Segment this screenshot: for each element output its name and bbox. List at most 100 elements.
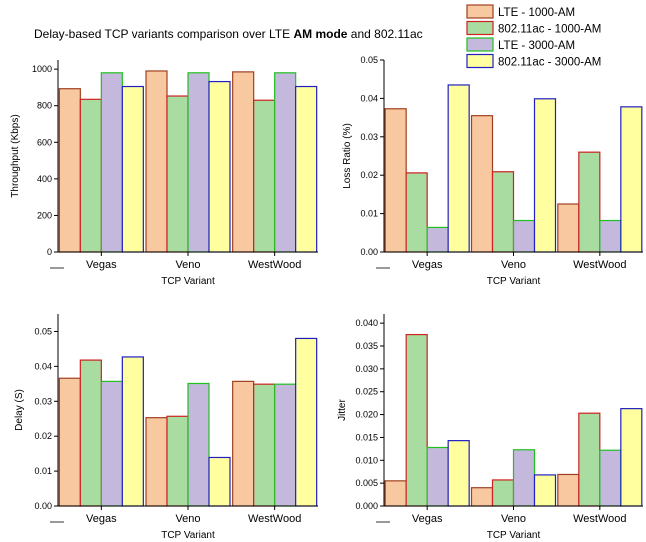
legend-label: LTE - 1000-AM	[498, 7, 575, 19]
bar	[253, 383, 276, 507]
y-tick-label: 600	[37, 137, 52, 147]
bar	[166, 415, 189, 507]
bar	[557, 203, 580, 253]
x-tick-label: Veno	[501, 259, 526, 271]
x-tick-label: Veno	[175, 259, 200, 271]
bar	[208, 80, 231, 253]
bar	[533, 474, 557, 507]
bar	[166, 95, 189, 253]
y-tick-label: 0.010	[355, 455, 378, 465]
bar	[491, 171, 515, 253]
bar	[100, 380, 123, 507]
x-tick-label: Vegas	[412, 259, 443, 271]
bar	[384, 108, 407, 253]
y-tick-label: 0.005	[355, 478, 378, 488]
bar	[187, 72, 210, 253]
bar	[58, 88, 81, 253]
bar	[295, 337, 318, 507]
y-tick-label: 400	[37, 174, 52, 184]
bar	[557, 473, 580, 507]
bar	[599, 219, 622, 253]
bar	[470, 487, 494, 507]
x-axis-label: TCP Variant	[487, 530, 541, 541]
bar	[405, 333, 428, 507]
y-tick-label: 200	[37, 210, 52, 220]
y-tick-label: 0.04	[34, 361, 52, 371]
y-tick-label: 800	[37, 101, 52, 111]
legend: LTE - 1000-AM 802.11ac - 1000-AM LTE - 300…	[466, 4, 601, 69]
legend-swatch	[466, 4, 494, 19]
bar	[384, 480, 407, 507]
chart-panel-1: 0 200 400 600 800 1000 Vegas Veno WestWood TCP Va…	[10, 60, 318, 287]
x-axis-label: TCP Variant	[161, 530, 215, 541]
y-tick-label: 0.03	[360, 132, 378, 142]
y-tick-label: 0	[47, 247, 52, 257]
bar	[187, 382, 210, 507]
bar	[79, 359, 102, 507]
y-tick-label: 0.05	[34, 326, 52, 336]
chart-panels: 0 200 400 600 800 1000 Vegas Veno WestWood TCP Va…	[10, 55, 643, 541]
bar	[79, 98, 102, 253]
y-tick-label: 0.03	[34, 396, 52, 406]
y-tick-label: 0.025	[355, 387, 378, 397]
bar	[578, 412, 601, 507]
bar	[620, 106, 643, 253]
y-tick-label: 1000	[32, 64, 52, 74]
chart-panel-4: 0.000 0.005 0.010 0.015 0.020 0.025 0.030 0.035…	[337, 314, 643, 541]
x-tick-label: WestWood	[248, 513, 301, 525]
legend-label: LTE - 3000-AM	[498, 40, 575, 52]
bar	[512, 219, 536, 253]
legend-swatch	[466, 37, 494, 52]
chart-panel-2: 0.00 0.01 0.02 0.03 0.04 0.05 Vegas Veno WestWoo…	[342, 55, 643, 287]
bar	[426, 446, 449, 507]
x-tick-label: WestWood	[573, 513, 626, 525]
y-axis-label: Jitter	[337, 398, 348, 420]
bar	[100, 72, 123, 253]
y-tick-label: 0.05	[360, 55, 378, 65]
x-tick-label: WestWood	[248, 259, 301, 271]
bar	[274, 383, 297, 507]
bar	[512, 449, 536, 507]
y-tick-label: 0.00	[360, 247, 378, 257]
y-tick-label: 0.02	[360, 170, 378, 180]
y-tick-label: 0.02	[34, 431, 52, 441]
legend-swatch	[466, 53, 494, 69]
y-tick-label: 0.04	[360, 93, 378, 103]
bar	[405, 172, 428, 253]
bar	[578, 151, 601, 253]
bar	[470, 115, 494, 253]
y-tick-label: 0.030	[355, 364, 378, 374]
bar	[145, 417, 168, 507]
bar	[274, 72, 297, 253]
y-tick-label: 0.040	[355, 318, 378, 328]
figure-title: Delay-based TCP variants comparison over…	[34, 27, 423, 41]
y-axis-label: Delay (S)	[14, 389, 25, 431]
legend-label: 802.11ac - 3000-AM	[498, 57, 601, 69]
y-tick-label: 0.01	[360, 209, 378, 219]
bar	[447, 440, 470, 507]
y-tick-label: 0.015	[355, 432, 378, 442]
chart-panel-3: 0.00 0.01 0.02 0.03 0.04 0.05 Vegas Veno WestWoo…	[14, 314, 318, 541]
bar	[253, 99, 276, 253]
y-tick-label: 0.000	[355, 501, 378, 511]
bar	[232, 380, 255, 507]
x-tick-label: Vegas	[86, 513, 117, 525]
bar	[620, 408, 643, 507]
bar	[232, 71, 255, 253]
bar	[121, 356, 144, 507]
y-tick-label: 0.035	[355, 341, 378, 351]
bar	[295, 85, 318, 253]
y-axis-label: Loss Ratio (%)	[342, 123, 353, 189]
bar	[447, 84, 470, 253]
x-axis-label: TCP Variant	[487, 276, 541, 287]
bar	[533, 98, 557, 253]
x-tick-label: WestWood	[573, 259, 626, 271]
x-tick-label: Vegas	[412, 513, 443, 525]
y-tick-label: 0.00	[34, 501, 52, 511]
bar	[208, 456, 231, 507]
x-axis-label: TCP Variant	[161, 276, 215, 287]
bar	[58, 377, 81, 507]
legend-swatch	[466, 20, 494, 36]
y-tick-label: 0.020	[355, 410, 378, 420]
